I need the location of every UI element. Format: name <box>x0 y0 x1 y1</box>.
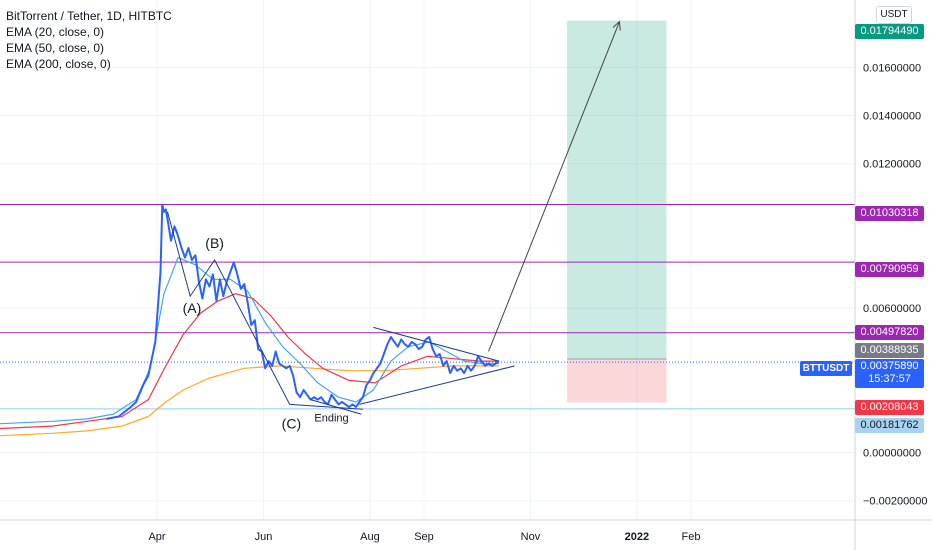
bar-countdown-label: 15:37:57 <box>868 373 911 385</box>
triangle-upper-line <box>373 326 500 362</box>
position-profit-zone <box>567 20 667 359</box>
stop-price-label: 0.00208043 <box>860 401 919 413</box>
level-1-price-label: 0.01030318 <box>860 207 919 219</box>
x-tick-label: Aug <box>360 531 380 543</box>
symbol-tag: BTTUSDT <box>800 361 852 376</box>
position-loss-zone <box>567 358 667 403</box>
wave-b-label: (B) <box>205 235 224 251</box>
legend-ema-200: EMA (200, close, 0) <box>6 57 111 71</box>
triangle-lower-line <box>359 365 515 405</box>
currency-unit-button[interactable]: USDT <box>876 6 912 24</box>
entry-price-tag: 0.00388935 <box>855 343 924 358</box>
target-price-tag: 0.01794490 <box>855 24 924 39</box>
ending-label: Ending <box>314 412 348 424</box>
last-price-tag: 0.00375890 15:37:57 <box>855 359 924 388</box>
support-price-label: 0.00181762 <box>860 419 919 431</box>
level-2-price-tag: 0.00790959 <box>855 262 924 277</box>
ema-200-line <box>0 365 499 437</box>
abc-wave-path <box>167 211 291 405</box>
support-price-tag: 0.00181762 <box>855 418 924 433</box>
target-price-label: 0.01794490 <box>860 25 919 37</box>
y-tick-label: 0.01400000 <box>863 111 921 123</box>
ending-wedge-upper <box>289 403 363 410</box>
y-tick-label: 0.00000000 <box>863 448 921 460</box>
x-tick-label: Jun <box>255 531 273 543</box>
legend-title: BitTorrent / Tether, 1D, HITBTC <box>6 9 172 23</box>
y-tick-label: −0.00200000 <box>863 496 928 508</box>
stop-price-tag: 0.00208043 <box>855 400 924 415</box>
ending-wedge-lower <box>310 399 362 415</box>
wave-a-label: (A) <box>183 300 202 316</box>
y-tick-label: 0.00600000 <box>863 303 921 315</box>
x-tick-label: Sep <box>414 531 434 543</box>
x-tick-label: Nov <box>521 531 541 543</box>
x-tick-label: Feb <box>681 531 700 543</box>
level-1-price-tag: 0.01030318 <box>855 206 924 221</box>
ema-50-line <box>0 293 499 430</box>
level-2-price-label: 0.00790959 <box>860 263 919 275</box>
entry-price-label: 0.00388935 <box>860 344 919 356</box>
chart-legend: BitTorrent / Tether, 1D, HITBTC EMA (20,… <box>6 8 172 72</box>
legend-ema-20: EMA (20, close, 0) <box>6 25 105 39</box>
x-tick-label: Apr <box>148 531 165 543</box>
y-tick-label: 0.01600000 <box>863 62 921 74</box>
last-price-label: 0.00375890 <box>860 360 919 372</box>
legend-ema-50: EMA (50, close, 0) <box>6 41 105 55</box>
level-3-price-label: 0.00497820 <box>860 326 919 338</box>
level-3-price-tag: 0.00497820 <box>855 325 924 340</box>
wave-c-label: (C) <box>282 416 301 432</box>
y-tick-label: 0.01200000 <box>863 159 921 171</box>
projection-arrow <box>488 22 620 352</box>
x-tick-label: 2022 <box>625 531 649 543</box>
price-line <box>106 203 500 420</box>
